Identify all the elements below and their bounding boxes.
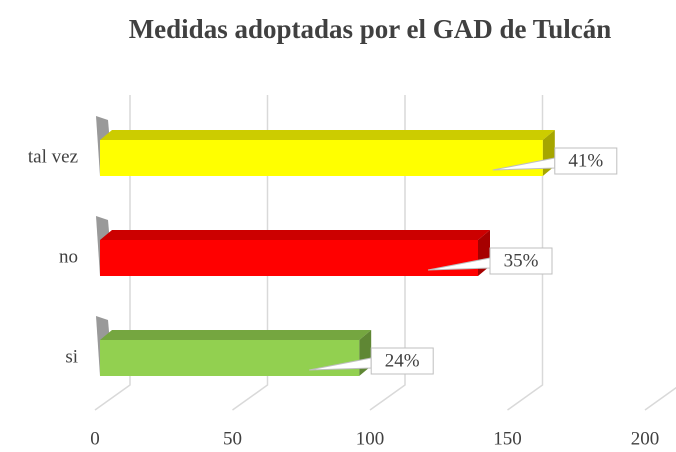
grid-line [232, 95, 269, 411]
data-label: 35% [504, 250, 539, 271]
grid-line [507, 95, 544, 411]
bar-top [100, 130, 555, 140]
y-tick-label: si [65, 346, 78, 367]
bar-top [100, 230, 490, 240]
label-box [489, 247, 553, 275]
data-label: 41% [568, 150, 603, 171]
grid-line [644, 386, 676, 411]
x-tick-label: 0 [90, 428, 100, 449]
label-box [554, 147, 618, 175]
y-tick-label: tal vez [28, 146, 78, 167]
label-box [370, 347, 434, 375]
bar-top [100, 330, 372, 340]
x-tick-label: 50 [223, 428, 242, 449]
data-label: 24% [385, 350, 420, 371]
y-tick-label: no [59, 246, 78, 267]
x-tick-label: 200 [631, 428, 660, 449]
chart-title: Medidas adoptadas por el GAD de Tulcán [129, 14, 612, 44]
x-tick-label: 150 [493, 428, 522, 449]
bar [100, 140, 543, 176]
bar [100, 240, 478, 276]
bar [100, 340, 360, 376]
x-tick-label: 100 [356, 428, 385, 449]
grid-line [94, 95, 131, 411]
grid-line [369, 95, 406, 411]
